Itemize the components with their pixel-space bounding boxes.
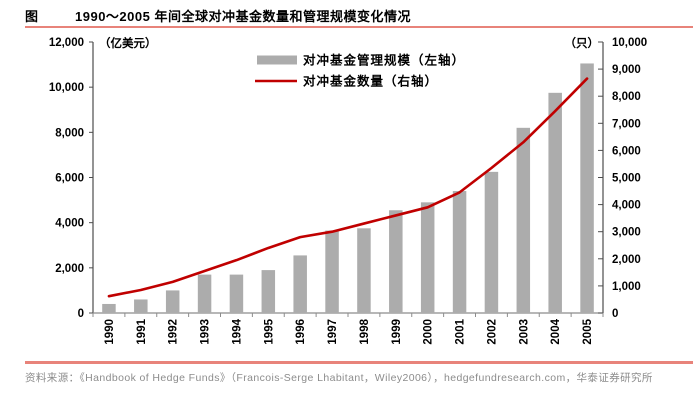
aum-bar-1995 bbox=[261, 270, 276, 313]
x-axis-year-label-2003: 2003 bbox=[518, 319, 530, 345]
x-axis-year-label-2001: 2001 bbox=[455, 318, 467, 344]
left-axis-tick-label: 2,000 bbox=[55, 263, 84, 275]
left-axis-tick-label: 12,000 bbox=[49, 37, 84, 49]
right-axis-tick-label: 0 bbox=[612, 308, 618, 320]
left-axis-tick-label: 10,000 bbox=[49, 82, 84, 94]
x-axis-year-label-1996: 1996 bbox=[295, 319, 307, 345]
aum-bar-1990 bbox=[102, 303, 116, 313]
aum-bar-1993 bbox=[197, 274, 212, 313]
left-axis-tick-label: 4,000 bbox=[55, 218, 84, 230]
left-axis-tick-label: 8,000 bbox=[55, 127, 84, 139]
figure-label: 图 bbox=[25, 9, 39, 24]
x-axis-year-label-1993: 1993 bbox=[200, 319, 212, 345]
x-axis-year-label-1995: 1995 bbox=[263, 318, 275, 344]
x-axis-year-label-2002: 2002 bbox=[486, 319, 498, 345]
aum-bar-1996 bbox=[293, 255, 307, 313]
legend-bar-label: 对冲基金管理规模（左轴） bbox=[303, 53, 465, 68]
x-axis-year-label-2000: 2000 bbox=[423, 319, 435, 345]
left-axis-tick-label: 6,000 bbox=[55, 173, 84, 185]
source-note: 资料来源：《Handbook of Hedge Funds》（Francois-… bbox=[25, 372, 653, 384]
x-axis-year-label-1990: 1990 bbox=[104, 319, 116, 345]
footer-separator bbox=[25, 361, 693, 364]
aum-bar-2000 bbox=[420, 202, 435, 313]
right-axis-tick-label: 6,000 bbox=[612, 145, 641, 157]
aum-bar-1994 bbox=[229, 274, 244, 313]
aum-bar-2002 bbox=[484, 171, 499, 313]
x-axis-year-label-1999: 1999 bbox=[391, 319, 403, 345]
x-axis-year-label-1991: 1991 bbox=[136, 318, 148, 344]
right-axis-tick-label: 2,000 bbox=[612, 254, 641, 266]
right-axis-unit-label: （只） bbox=[565, 36, 600, 50]
aum-bar-1992 bbox=[165, 290, 180, 313]
right-axis-tick-label: 4,000 bbox=[612, 200, 641, 212]
right-axis-tick-label: 10,000 bbox=[612, 37, 647, 49]
x-axis-year-label-1994: 1994 bbox=[231, 318, 243, 344]
aum-bar-2004 bbox=[548, 92, 562, 313]
aum-bar-1998 bbox=[357, 228, 371, 313]
aum-bar-2001 bbox=[452, 191, 467, 313]
x-axis-year-label-1997: 1997 bbox=[327, 319, 339, 345]
x-axis-year-label-1992: 1992 bbox=[168, 319, 180, 345]
right-axis-tick-label: 5,000 bbox=[612, 173, 641, 185]
right-axis-tick-label: 8,000 bbox=[612, 91, 641, 103]
left-axis-tick-label: 0 bbox=[78, 308, 84, 320]
right-axis-tick-label: 3,000 bbox=[612, 227, 641, 239]
hedge-fund-combo-chart: 0 2,000 4,000 6,000 8,000 10,000 12,000 0 1,000 2… bbox=[49, 36, 647, 345]
left-axis-unit-label: （亿美元） bbox=[99, 36, 157, 50]
right-axis-tick-label: 1,000 bbox=[612, 281, 641, 293]
figure-title: 1990～2005 年间全球对冲基金数量和管理规模变化情况 bbox=[75, 9, 411, 24]
aum-bar-1997 bbox=[325, 230, 339, 313]
aum-bar-1991 bbox=[134, 299, 148, 313]
legend-bar-swatch bbox=[257, 55, 297, 65]
aum-bar-2003 bbox=[516, 127, 531, 313]
figure-header: 图 1990～2005 年间全球对冲基金数量和管理规模变化情况 bbox=[25, 6, 692, 25]
fund-count-line bbox=[107, 77, 589, 298]
x-axis-year-label-2004: 2004 bbox=[550, 318, 562, 344]
aum-bar-1999 bbox=[389, 210, 403, 313]
legend-line-label: 对冲基金数量（右轴） bbox=[303, 74, 438, 89]
x-axis-year-label-1998: 1998 bbox=[359, 318, 371, 344]
right-axis-tick-label: 9,000 bbox=[612, 64, 641, 76]
x-axis-year-label-2005: 2005 bbox=[582, 318, 594, 344]
aum-bar-2005 bbox=[580, 63, 594, 314]
right-axis-tick-label: 7,000 bbox=[612, 118, 641, 130]
title-underline bbox=[25, 26, 693, 28]
